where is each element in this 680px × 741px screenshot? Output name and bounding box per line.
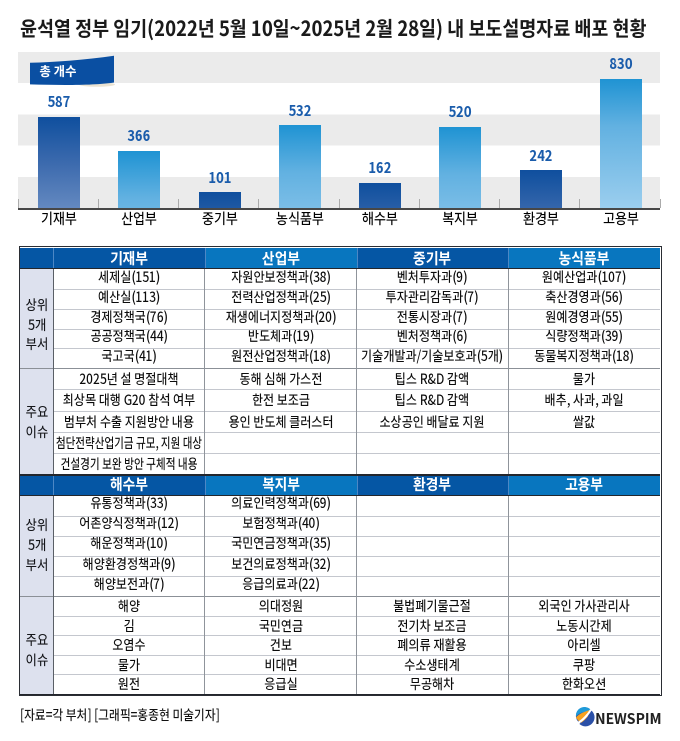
svg-text:총 개수: 총 개수 <box>40 61 77 80</box>
